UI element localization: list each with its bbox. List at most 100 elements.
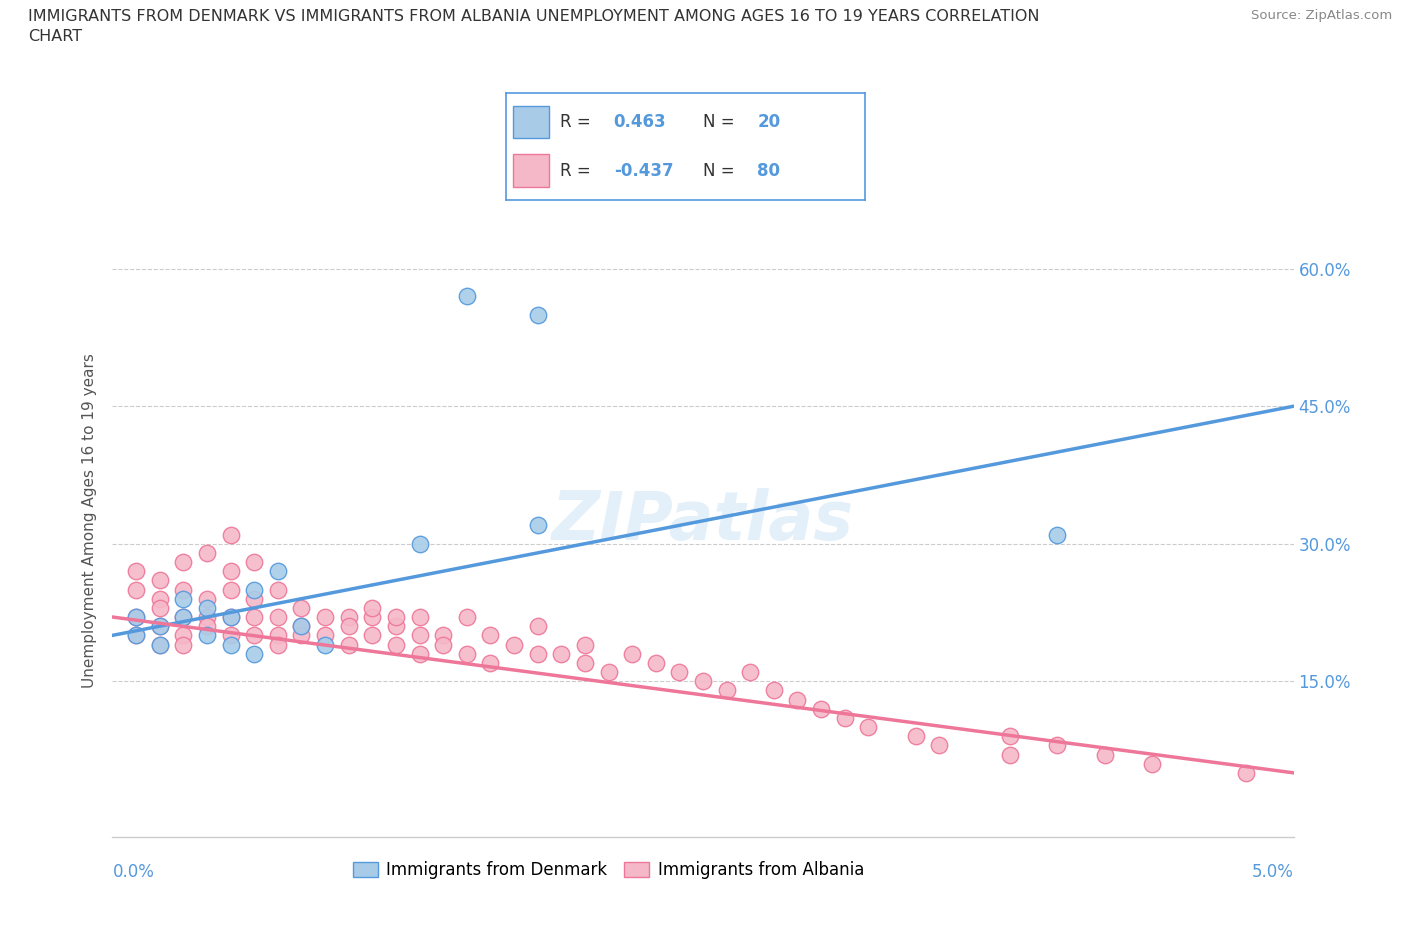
Text: 0.0%: 0.0% [112, 863, 155, 881]
Point [149, 601, 172, 616]
Point [219, 628, 242, 643]
Point [125, 582, 148, 597]
Point [219, 564, 242, 578]
Point [550, 646, 572, 661]
Point [1234, 765, 1257, 780]
Point [149, 618, 172, 633]
Point [479, 656, 502, 671]
Point [172, 582, 194, 597]
Point [243, 591, 266, 606]
Point [172, 628, 194, 643]
Point [219, 637, 242, 652]
Point [219, 609, 242, 624]
Text: R =: R = [560, 162, 596, 179]
Point [172, 609, 194, 624]
Point [526, 518, 548, 533]
Point [408, 609, 430, 624]
Text: N =: N = [703, 113, 740, 131]
Point [928, 737, 950, 752]
Point [314, 637, 336, 652]
Point [219, 527, 242, 542]
Point [290, 618, 312, 633]
Point [290, 618, 312, 633]
Point [408, 537, 430, 551]
Point [195, 609, 218, 624]
Text: ZIPatlas: ZIPatlas [553, 488, 853, 553]
Point [692, 673, 714, 688]
Point [762, 683, 785, 698]
Bar [513, 154, 550, 187]
Point [267, 582, 290, 597]
Point [172, 591, 194, 606]
Point [172, 609, 194, 624]
Point [195, 628, 218, 643]
Point [290, 628, 312, 643]
Text: Source: ZipAtlas.com: Source: ZipAtlas.com [1251, 9, 1392, 22]
Text: N =: N = [703, 162, 740, 179]
Point [385, 618, 408, 633]
Point [337, 618, 360, 633]
Point [456, 289, 478, 304]
Point [1140, 756, 1163, 771]
Point [408, 646, 430, 661]
Point [432, 628, 454, 643]
Point [716, 683, 738, 698]
Point [503, 637, 526, 652]
Point [243, 582, 266, 597]
Point [243, 554, 266, 569]
Point [621, 646, 644, 661]
Text: -0.437: -0.437 [613, 162, 673, 179]
Point [668, 665, 690, 680]
Point [385, 609, 408, 624]
Point [574, 656, 596, 671]
Point [740, 665, 762, 680]
Point [456, 646, 478, 661]
Text: 80: 80 [756, 162, 780, 179]
Point [904, 729, 927, 744]
Point [125, 628, 148, 643]
Point [314, 609, 336, 624]
Point [267, 609, 290, 624]
Point [998, 747, 1021, 762]
Point [598, 665, 620, 680]
Point [195, 545, 218, 560]
Point [219, 609, 242, 624]
Point [574, 637, 596, 652]
Point [479, 628, 502, 643]
Point [149, 591, 172, 606]
Point [456, 609, 478, 624]
Point [243, 646, 266, 661]
Point [810, 701, 832, 716]
Point [432, 637, 454, 652]
Point [385, 637, 408, 652]
Point [195, 618, 218, 633]
Text: R =: R = [560, 113, 596, 131]
Point [243, 628, 266, 643]
Point [267, 637, 290, 652]
Text: 5.0%: 5.0% [1251, 863, 1294, 881]
Point [526, 646, 548, 661]
Point [526, 307, 548, 322]
Point [195, 591, 218, 606]
Point [125, 564, 148, 578]
Point [314, 628, 336, 643]
Point [149, 573, 172, 588]
Point [172, 554, 194, 569]
Point [195, 601, 218, 616]
Point [149, 618, 172, 633]
Point [526, 618, 548, 633]
Point [834, 711, 856, 725]
Point [172, 637, 194, 652]
Point [149, 637, 172, 652]
Point [125, 609, 148, 624]
Point [267, 628, 290, 643]
Point [361, 628, 384, 643]
Point [361, 609, 384, 624]
Point [998, 729, 1021, 744]
Point [1094, 747, 1116, 762]
Point [644, 656, 666, 671]
Text: 0.463: 0.463 [613, 113, 666, 131]
Point [408, 628, 430, 643]
Text: IMMIGRANTS FROM DENMARK VS IMMIGRANTS FROM ALBANIA UNEMPLOYMENT AMONG AGES 16 TO: IMMIGRANTS FROM DENMARK VS IMMIGRANTS FR… [28, 9, 1039, 44]
Legend: Immigrants from Denmark, Immigrants from Albania: Immigrants from Denmark, Immigrants from… [346, 855, 870, 885]
